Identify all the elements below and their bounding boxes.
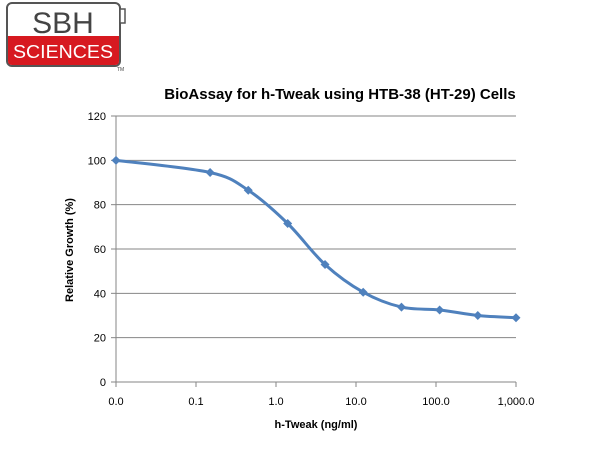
logo-bottom-text: SCIENCES xyxy=(13,42,113,62)
logo-trademark: TM xyxy=(117,67,124,72)
data-point-marker xyxy=(283,219,293,229)
x-tick-label: 1,000.0 xyxy=(498,396,535,408)
logo-red-band xyxy=(8,36,119,65)
x-tick-label: 1.0 xyxy=(268,396,283,408)
logo-battery-tab xyxy=(119,8,126,24)
chart-title: BioAssay for h-Tweak using HTB-38 (HT-29… xyxy=(164,86,515,103)
data-point-marker xyxy=(358,287,368,297)
y-tick-label: 20 xyxy=(94,333,106,345)
data-point-marker xyxy=(243,185,253,195)
y-tick-label: 0 xyxy=(100,377,106,389)
y-tick-label: 40 xyxy=(94,288,106,300)
chart-gridlines xyxy=(116,115,516,339)
series-layer xyxy=(111,155,521,323)
x-tick-labels: 0.0 0.1 1.0 10.0 100.0 1,000.0 xyxy=(108,396,534,408)
y-tick-label: 80 xyxy=(94,200,106,212)
y-tick-labels: 0 20 40 60 80 100 120 xyxy=(88,111,106,389)
x-axis-title: h-Tweak (ng/ml) xyxy=(275,419,358,431)
y-tick-label: 100 xyxy=(88,155,106,167)
data-point-marker xyxy=(111,155,121,165)
y-tick-label: 60 xyxy=(94,244,106,256)
y-tick-label: 120 xyxy=(88,111,106,123)
data-point-marker xyxy=(205,168,215,178)
logo-top-text: SBH xyxy=(32,7,94,40)
data-point-marker xyxy=(511,313,521,323)
y-axis-title: Relative Growth (%) xyxy=(64,198,76,302)
x-tick-label: 10.0 xyxy=(345,396,366,408)
sbh-sciences-logo: SBH SCIENCES TM xyxy=(6,2,126,72)
x-tick-label: 100.0 xyxy=(422,396,450,408)
data-point-marker xyxy=(473,311,483,320)
x-tick-label: 0.1 xyxy=(188,396,203,408)
data-point-marker xyxy=(320,260,330,270)
x-tick-label: 0.0 xyxy=(108,396,123,408)
series-line xyxy=(115,158,517,320)
data-point-marker xyxy=(435,305,445,315)
data-point-marker xyxy=(396,302,406,312)
